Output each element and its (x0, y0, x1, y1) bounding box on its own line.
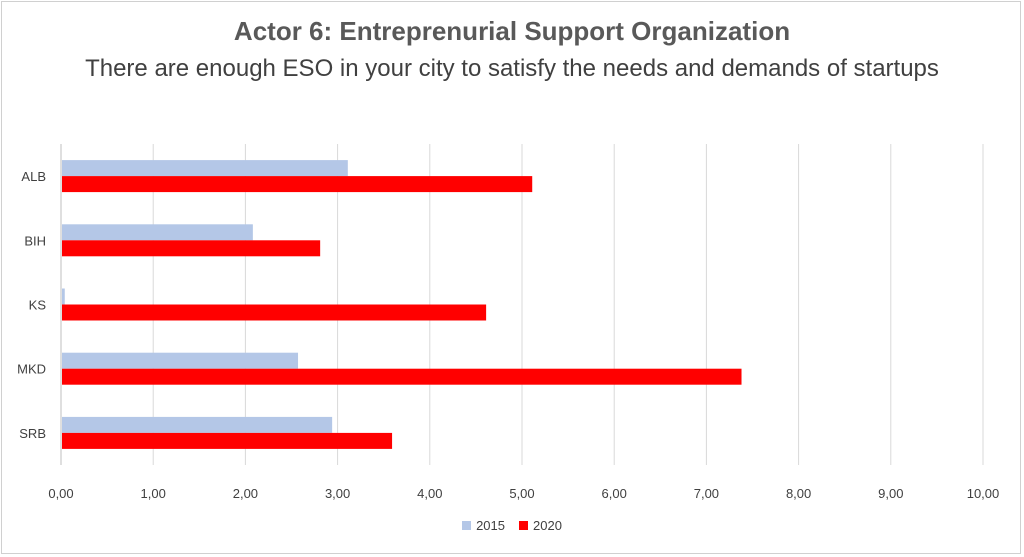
bar-2020-srb (62, 432, 393, 449)
category-label: MKD (17, 362, 46, 377)
x-tick-label: 2,00 (233, 486, 258, 501)
bar-2015-alb (62, 160, 348, 177)
bar-2020-mkd (62, 368, 742, 385)
legend-label-2020: 2020 (533, 518, 562, 533)
x-tick-label: 7,00 (694, 486, 719, 501)
x-tick-label: 8,00 (786, 486, 811, 501)
bar-2020-alb (62, 176, 533, 193)
category-label: BIH (24, 233, 46, 248)
bar-2020-bih (62, 240, 321, 257)
legend-swatch-2020 (519, 521, 528, 530)
x-tick-label: 1,00 (141, 486, 166, 501)
bar-2015-mkd (62, 352, 299, 369)
x-tick-label: 5,00 (509, 486, 534, 501)
x-tick-label: 3,00 (325, 486, 350, 501)
chart-title: Actor 6: Entreprenurial Support Organiza… (233, 16, 791, 46)
bar-2020-ks (62, 304, 487, 321)
x-tick-label: 10,00 (967, 486, 1000, 501)
chart-subtitle: There are enough ESO in your city to sat… (85, 55, 939, 82)
x-tick-label: 4,00 (417, 486, 442, 501)
chart-legend: 2015 2020 (2, 518, 1022, 533)
legend-item-2020: 2020 (519, 518, 562, 533)
legend-label-2015: 2015 (476, 518, 505, 533)
bar-2015-ks (62, 288, 65, 305)
bar-2015-srb (62, 416, 333, 433)
x-tick-label: 9,00 (878, 486, 903, 501)
category-label: ALB (21, 169, 46, 184)
x-tick-label: 0,00 (48, 486, 73, 501)
x-tick-label: 6,00 (602, 486, 627, 501)
bar-2015-bih (62, 224, 253, 241)
category-label: KS (29, 298, 47, 313)
legend-item-2015: 2015 (462, 518, 505, 533)
legend-swatch-2015 (462, 521, 472, 530)
category-label: SRB (19, 426, 46, 441)
